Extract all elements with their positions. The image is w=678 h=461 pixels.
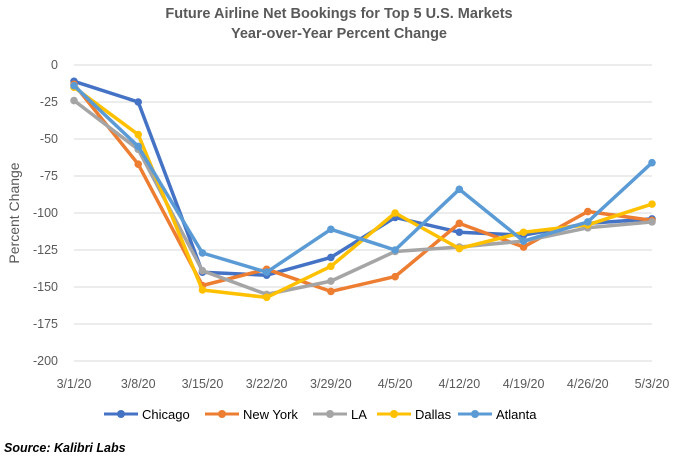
x-tick-label: 4/26/20 [567,377,609,391]
legend-label: Dallas [415,407,452,422]
data-point-dallas [391,209,399,217]
x-tick-label: 3/1/20 [57,377,92,391]
legend-marker-atlanta [471,410,479,418]
data-point-dallas [262,293,271,302]
data-point-dallas [455,244,464,253]
data-point-la [70,96,78,105]
data-point-new-york [519,243,528,251]
legend-label: New York [243,407,298,422]
data-point-atlanta [262,268,271,277]
data-point-dallas [648,200,656,208]
y-tick-label: -75 [40,169,58,183]
y-tick-label: -150 [33,280,58,294]
data-point-new-york [134,160,143,168]
data-point-atlanta [327,225,335,234]
legend-marker-dallas [390,410,398,418]
x-tick-label: 4/12/20 [438,377,480,391]
chart-subtitle: Year-over-Year Percent Change [231,26,447,42]
series-line-la [72,98,654,297]
y-tick-label: -100 [33,206,58,220]
data-point-atlanta [519,237,528,245]
data-point-atlanta [583,218,592,226]
data-point-new-york [455,219,464,228]
x-tick-label: 4/5/20 [378,377,413,391]
data-point-chicago [134,98,143,106]
x-tick-label: 3/22/20 [246,377,288,391]
legend-label: LA [351,407,367,422]
series-line-chicago [72,79,654,277]
data-point-dallas [519,228,528,237]
legend-label: Chicago [142,407,190,422]
x-tick-label: 3/8/20 [121,377,156,391]
data-point-chicago [455,228,464,237]
data-point-dallas [134,130,143,139]
data-point-atlanta [648,158,656,167]
legend-label: Atlanta [496,407,537,422]
data-point-la [327,277,335,285]
y-tick-label: -25 [40,95,58,109]
data-point-atlanta [70,81,78,90]
legend-marker-la [326,410,334,418]
y-tick-label: -200 [33,354,58,368]
y-tick-label: -50 [40,132,58,146]
data-point-atlanta [391,246,399,254]
chart-title: Future Airline Net Bookings for Top 5 U.… [165,6,513,22]
data-point-atlanta [198,249,207,257]
source-note: Source: Kalibri Labs [4,441,126,455]
x-tick-label: 3/15/20 [182,377,224,391]
y-axis-label: Percent Change [6,162,22,263]
y-tick-label: -175 [33,317,58,331]
legend-marker-chicago [117,410,125,418]
y-tick-label: 0 [51,58,58,72]
data-point-atlanta [134,142,143,151]
data-point-atlanta [455,185,464,194]
series-line-atlanta [72,83,654,274]
data-point-dallas [198,286,207,294]
data-point-chicago [327,253,335,262]
data-point-la [648,218,656,226]
data-point-la [198,266,207,275]
data-point-new-york [327,287,335,296]
data-point-dallas [327,262,335,271]
legend-marker-new-york [218,410,226,418]
data-point-new-york [391,272,399,281]
y-tick-label: -125 [33,243,58,257]
data-point-new-york [583,207,592,216]
x-tick-label: 3/29/20 [310,377,352,391]
x-tick-label: 5/3/20 [635,377,670,391]
x-tick-label: 4/19/20 [503,377,545,391]
